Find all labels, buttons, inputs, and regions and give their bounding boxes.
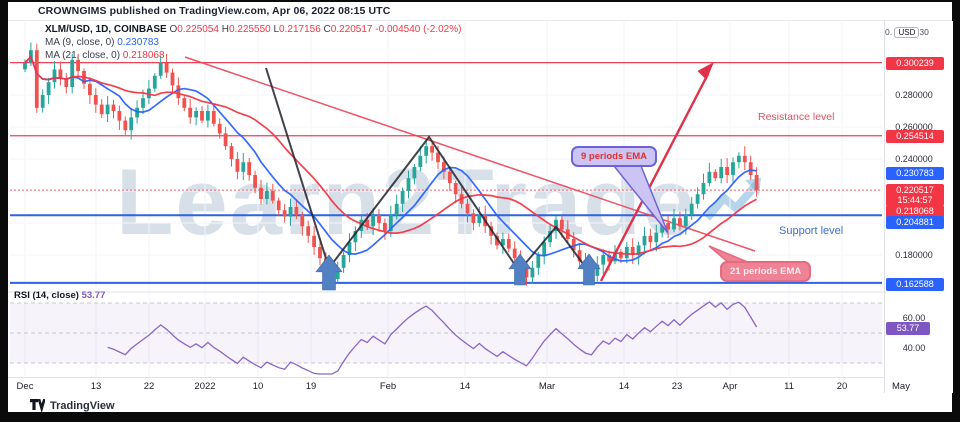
ma9-label: MA (9, close, 0) xyxy=(45,37,115,48)
change-value: -0.004540 (-2.02%) xyxy=(375,24,462,35)
tradingview-logo-icon xyxy=(30,399,45,412)
resistance-level-label[interactable]: Resistance level xyxy=(758,111,835,123)
time-tick: Mar xyxy=(538,381,556,392)
rsi-tick: 40.00 xyxy=(902,343,926,353)
usd-currency-button[interactable]: USD xyxy=(894,27,920,38)
rsi-value: 53.77 xyxy=(81,290,106,301)
price-tick: 0.280000 xyxy=(895,90,933,100)
time-tick: May xyxy=(892,381,910,392)
ma9-legend-row[interactable]: MA (9, close, 0) 0.230783 xyxy=(45,37,159,48)
price-badge: 0.162588 xyxy=(886,278,944,291)
ohlc-low-value: 0.217156 xyxy=(279,24,321,35)
support-level-label[interactable]: Support level xyxy=(779,225,844,237)
ohlc-low-label: L xyxy=(273,24,280,35)
price-badge: 0.220517 15:44:57 xyxy=(886,184,944,206)
ohlc-close-value: 0.220517 xyxy=(330,24,373,35)
ohlc-open-label: O xyxy=(169,24,178,35)
ema9-callout[interactable]: 9 periods EMA xyxy=(571,146,657,167)
price-badge: 0.254514 xyxy=(886,130,944,143)
ohlc-high-label: H xyxy=(221,24,229,35)
time-tick: 14 xyxy=(459,381,471,392)
time-tick: 19 xyxy=(305,381,317,392)
ohlc-high-value: 0.225550 xyxy=(228,24,271,35)
time-tick: Apr xyxy=(722,381,738,392)
ma21-legend-row[interactable]: MA (21, close, 0) 0.218068 xyxy=(45,50,165,61)
ema21-callout[interactable]: 21 periods EMA xyxy=(720,261,812,282)
price-badge: 0.300239 xyxy=(886,57,944,70)
price-axis[interactable]: 0. USD 30 0.280000 0.260000 0.240000 0.18000… xyxy=(884,21,953,393)
watermark-chart-icon xyxy=(703,178,762,221)
price-badge: 0.218068 xyxy=(886,205,944,218)
ma9-value: 0.230783 xyxy=(117,37,159,48)
price-badge: 0.204881 xyxy=(886,216,944,229)
time-tick: 2022 xyxy=(194,381,216,392)
time-tick: Dec xyxy=(16,381,34,392)
ohlc-open-value: 0.225054 xyxy=(177,24,219,35)
axis-top-prefix: 0. xyxy=(885,27,893,37)
time-tick: 14 xyxy=(618,381,630,392)
time-tick: 11 xyxy=(784,381,794,392)
ohlc-close-label: C xyxy=(323,24,331,35)
time-tick: 22 xyxy=(143,381,155,392)
watermark: Learn2Trade xyxy=(116,148,765,256)
price-tick: 0.260000 xyxy=(895,122,933,132)
time-tick: 13 xyxy=(90,381,102,392)
published-caption: CROWNGIMS published on TradingView.com, … xyxy=(38,5,391,17)
price-axis-top-row: 0. USD 30 xyxy=(885,27,951,38)
symbol-title[interactable]: XLM/USD, 1D, COINBASE xyxy=(45,24,167,35)
rsi-label: RSI (14, close) xyxy=(14,290,79,301)
rsi-tick: 60.00 xyxy=(902,313,926,323)
time-axis[interactable]: Dec 13 22 2022 10 19 Feb 14 Mar 14 23 Apr 11 20 May xyxy=(8,377,910,395)
tradingview-attribution[interactable]: TradingView xyxy=(30,399,115,412)
ma21-value: 0.218068 xyxy=(122,50,165,61)
tradingview-brand-text: TradingView xyxy=(50,399,115,412)
price-tick: 0.240000 xyxy=(895,154,933,164)
rsi-legend-row[interactable]: RSI (14, close) 53.77 xyxy=(14,290,105,301)
rsi-value-badge: 53.77 xyxy=(886,322,930,335)
time-tick: 23 xyxy=(671,381,683,392)
time-tick: Feb xyxy=(379,381,397,392)
axis-top-suffix: 30 xyxy=(919,27,929,37)
time-tick: 10 xyxy=(252,381,264,392)
symbol-legend-row[interactable]: XLM/USD, 1D, COINBASE O0.225054 H0.22555… xyxy=(45,24,461,35)
ma21-label: MA (21, close, 0) xyxy=(45,50,121,61)
price-tick: 0.180000 xyxy=(895,250,933,260)
price-badge: 0.230783 xyxy=(886,167,944,180)
header-divider xyxy=(8,20,952,21)
time-tick: 20 xyxy=(836,381,848,392)
